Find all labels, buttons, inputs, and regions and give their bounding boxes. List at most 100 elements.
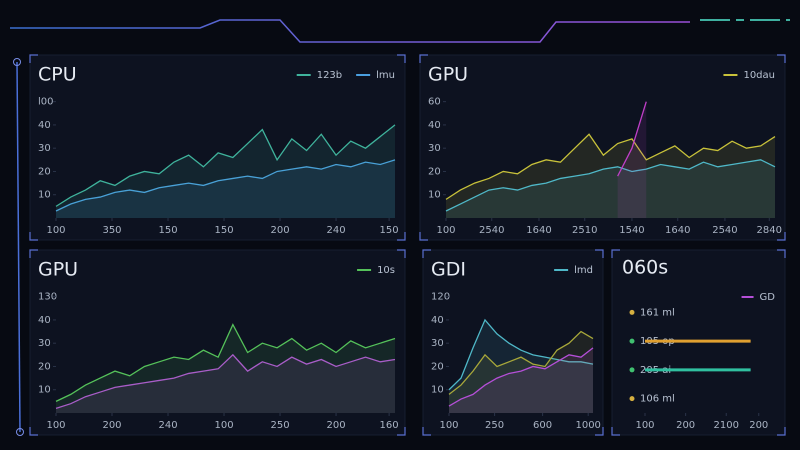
legend-label: lmu <box>376 70 395 81</box>
x-tick-label: 160 <box>380 420 399 431</box>
panel <box>419 54 786 241</box>
series-line <box>55 323 396 402</box>
y-tick-label: 10 <box>431 385 444 396</box>
category-label: 106 ml <box>640 394 675 405</box>
x-tick-label: 2100 <box>714 420 739 431</box>
x-tick-label: 150 <box>158 225 177 236</box>
series-line <box>55 159 396 212</box>
y-tick-label: 30 <box>428 143 441 154</box>
x-tick-label: 2540 <box>712 225 737 236</box>
category-dot <box>629 338 635 344</box>
x-tick-label: 200 <box>102 420 121 431</box>
header-decoration <box>10 19 690 43</box>
panel <box>29 249 406 436</box>
chart-title: GPU <box>38 259 78 281</box>
chart-title: GPU <box>428 64 468 86</box>
x-tick-label: 200 <box>676 420 695 431</box>
x-tick-label: 100 <box>635 420 654 431</box>
bar <box>645 339 751 343</box>
panel-corner <box>422 249 604 436</box>
category-label: 161 ml <box>640 307 675 318</box>
x-tick-label: 350 <box>102 225 121 236</box>
series-line <box>448 347 594 407</box>
y-tick-label: 40 <box>38 120 51 131</box>
x-tick-label: 1640 <box>665 225 690 236</box>
series-line <box>55 124 396 207</box>
y-tick-label: 30 <box>38 338 51 349</box>
chart-title: 060s <box>622 257 668 279</box>
x-tick-label: 240 <box>326 225 345 236</box>
panel-corner <box>611 249 786 436</box>
side-rail <box>16 61 21 433</box>
y-tick-label: 20 <box>431 361 444 372</box>
series-line <box>55 353 396 409</box>
chart-title: GDI <box>431 259 466 281</box>
chart-title: CPU <box>38 64 77 86</box>
y-tick-label: 60 <box>428 97 441 108</box>
legend-label: 10dau <box>743 70 775 81</box>
series-area <box>449 319 593 413</box>
y-tick-label: 20 <box>38 166 51 177</box>
y-tick-label: 10 <box>428 190 441 201</box>
rail-node <box>13 58 21 66</box>
x-tick-label: 240 <box>158 420 177 431</box>
series-area <box>56 124 395 218</box>
y-tick-label: 40 <box>38 315 51 326</box>
category-dot <box>629 396 635 402</box>
legend-label: 10s <box>377 265 395 276</box>
legend-label: 123b <box>317 70 342 81</box>
y-tick-label: 40 <box>431 315 444 326</box>
rail-node <box>16 428 24 436</box>
series-area <box>449 347 593 413</box>
legend-label: lmd <box>574 265 593 276</box>
x-tick-label: 2510 <box>572 225 597 236</box>
panel <box>29 54 406 241</box>
series-area <box>56 354 395 413</box>
x-tick-label: 200 <box>749 420 768 431</box>
x-tick-label: 1000 <box>575 420 600 431</box>
x-tick-label: 250 <box>485 420 504 431</box>
x-tick-label: 100 <box>439 420 458 431</box>
series-line <box>617 101 647 177</box>
category-dot <box>629 367 635 373</box>
x-tick-label: 2540 <box>479 225 504 236</box>
panel-corner <box>29 54 406 241</box>
series-line <box>445 159 776 212</box>
series-area <box>446 159 775 218</box>
y-tick-label: 30 <box>38 143 51 154</box>
bar <box>645 368 751 372</box>
x-tick-label: 2840 <box>757 225 782 236</box>
y-tick-label: 10 <box>38 385 51 396</box>
x-tick-label: 150 <box>214 225 233 236</box>
series-area <box>56 324 395 413</box>
series-line <box>445 133 776 200</box>
series-line <box>448 318 594 391</box>
x-tick-label: 250 <box>270 420 289 431</box>
legend-label: GD <box>760 292 776 303</box>
x-tick-label: 600 <box>533 420 552 431</box>
x-tick-label: 100 <box>436 225 455 236</box>
y-tick-label: 20 <box>428 166 441 177</box>
series-line <box>448 330 594 395</box>
x-tick-label: 1540 <box>619 225 644 236</box>
panel-corner <box>419 54 786 241</box>
y-tick-label: 10 <box>38 190 51 201</box>
y-tick-label: 20 <box>38 361 51 372</box>
series-area <box>56 159 395 218</box>
series-area <box>617 101 647 218</box>
x-tick-label: 200 <box>270 225 289 236</box>
x-tick-label: 100 <box>46 420 65 431</box>
series-area <box>449 331 593 413</box>
y-tick-label: 40 <box>428 120 441 131</box>
panel-corner <box>29 249 406 436</box>
y-tick-label: l00 <box>38 97 54 108</box>
y-tick-label: 130 <box>38 292 57 303</box>
y-tick-label: 120 <box>431 292 450 303</box>
x-tick-label: 150 <box>380 225 399 236</box>
x-tick-label: 100 <box>214 420 233 431</box>
x-tick-label: 100 <box>46 225 65 236</box>
x-tick-label: 1640 <box>526 225 551 236</box>
x-tick-label: 200 <box>326 420 345 431</box>
category-dot <box>629 309 635 315</box>
